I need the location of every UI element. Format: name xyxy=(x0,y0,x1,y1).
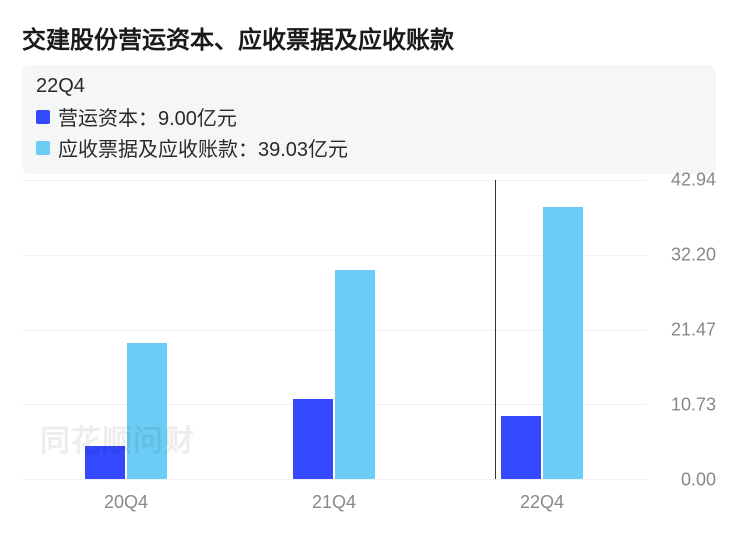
legend-period: 22Q4 xyxy=(36,75,702,98)
y-axis-label: 21.47 xyxy=(652,320,716,341)
bar-group xyxy=(85,180,167,479)
legend-series-label: 应收票据及应收账款： xyxy=(58,133,258,162)
bar-group xyxy=(293,180,375,479)
x-axis-label: 20Q4 xyxy=(104,492,148,513)
legend-series-label: 营运资本： xyxy=(58,102,158,131)
legend-box: 22Q4 营运资本：9.00亿元应收票据及应收账款：39.03亿元 xyxy=(22,65,716,174)
bar xyxy=(293,399,333,479)
bar xyxy=(85,446,125,479)
highlight-line xyxy=(495,180,496,479)
legend-series-value: 9.00亿元 xyxy=(158,102,237,131)
bar xyxy=(127,343,167,479)
y-axis-label: 0.00 xyxy=(652,470,716,491)
legend-swatch xyxy=(36,110,50,124)
legend-row: 应收票据及应收账款：39.03亿元 xyxy=(36,133,702,162)
bar-group xyxy=(501,180,583,479)
x-axis-label: 21Q4 xyxy=(312,492,356,513)
bar xyxy=(543,207,583,479)
gridline xyxy=(22,479,646,480)
x-axis-label: 22Q4 xyxy=(520,492,564,513)
y-axis-label: 32.20 xyxy=(652,245,716,266)
bar xyxy=(335,270,375,479)
bar-chart: 0.0010.7321.4732.2042.94 20Q421Q422Q4 同花… xyxy=(22,180,716,520)
legend-series-value: 39.03亿元 xyxy=(258,133,348,162)
chart-title: 交建股份营运资本、应收票据及应收账款 xyxy=(22,20,716,55)
bar xyxy=(501,416,541,479)
y-axis-label: 10.73 xyxy=(652,395,716,416)
legend-row: 营运资本：9.00亿元 xyxy=(36,102,702,131)
y-axis-label: 42.94 xyxy=(652,170,716,191)
legend-swatch xyxy=(36,141,50,155)
